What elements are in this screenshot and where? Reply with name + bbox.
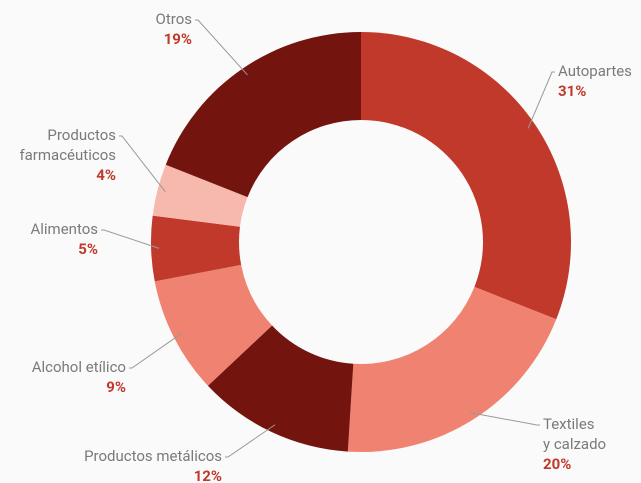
leader-line xyxy=(527,71,555,129)
value-label: 5% xyxy=(78,240,98,258)
slice-label: Textiles y calzado xyxy=(543,415,606,453)
slice xyxy=(207,325,354,452)
label-line: y calzado xyxy=(543,435,606,453)
leader-line xyxy=(225,424,276,458)
slice-label: Alimentos xyxy=(30,220,98,238)
value-label: 20% xyxy=(543,455,571,473)
slice-label: Autopartes xyxy=(558,62,632,80)
slice xyxy=(347,286,557,452)
value-label: 12% xyxy=(194,467,222,483)
slice-label: Productos metálicos xyxy=(84,447,222,465)
leader-line xyxy=(195,19,248,76)
slice xyxy=(361,32,571,320)
label-line: Productos metálicos xyxy=(84,447,222,465)
slice xyxy=(165,32,361,198)
slice xyxy=(152,164,248,227)
slice-label: Alcohol etílico xyxy=(32,358,126,376)
leader-line xyxy=(129,333,182,369)
value-label: 19% xyxy=(164,30,192,48)
leader-line xyxy=(101,229,160,249)
value-label: 4% xyxy=(96,166,116,184)
label-line: Otros xyxy=(156,10,192,28)
value-label: 31% xyxy=(558,82,586,100)
slice xyxy=(151,215,242,282)
slice-label: Otros xyxy=(156,10,192,28)
label-line: Productos xyxy=(47,126,116,144)
label-line: farmacéuticos xyxy=(19,146,116,164)
slice-label: Productos farmacéuticos xyxy=(19,126,116,164)
slice xyxy=(154,264,273,386)
label-line: Alcohol etílico xyxy=(32,358,126,376)
label-line: Autopartes xyxy=(558,62,632,80)
label-line: Textiles xyxy=(543,415,595,433)
leader-line xyxy=(119,135,166,193)
label-line: Alimentos xyxy=(30,220,98,238)
value-label: 9% xyxy=(106,378,126,396)
leader-line xyxy=(469,412,540,426)
